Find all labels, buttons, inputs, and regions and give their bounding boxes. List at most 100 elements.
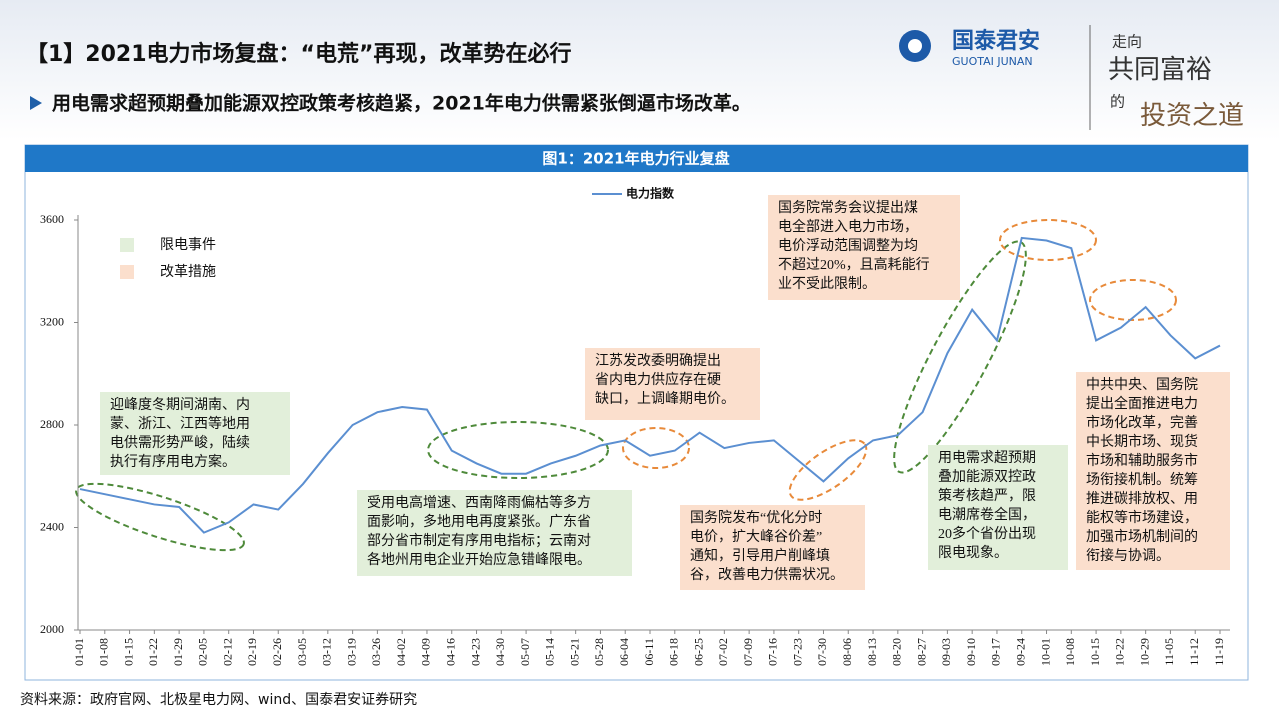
header-bg — [0, 0, 1279, 140]
x-tick-label: 02-05 — [196, 638, 210, 666]
logo-cn: 国泰君安 — [952, 28, 1040, 54]
x-tick-label: 10-01 — [1038, 638, 1052, 666]
annotation-text: 部分省市制定有序用电指标；云南对 — [367, 532, 591, 549]
event-legend-swatch — [120, 265, 134, 279]
x-tick-label: 08-27 — [914, 638, 928, 666]
annotation-text: 受用电高增速、西南降雨偏枯等多方 — [367, 494, 591, 511]
x-tick-label: 04-30 — [493, 638, 507, 666]
y-tick-label: 2800 — [40, 417, 64, 431]
annotation-text: 策考核趋严，限 — [938, 487, 1036, 504]
annotation-text: 用电需求超预期 — [938, 450, 1036, 466]
x-tick-label: 11-19 — [1212, 638, 1226, 666]
x-tick-label: 10-15 — [1088, 638, 1102, 666]
x-tick-label: 06-11 — [642, 638, 656, 666]
x-tick-label: 02-19 — [245, 638, 259, 666]
x-tick-label: 07-09 — [741, 638, 755, 666]
x-tick-label: 03-05 — [295, 638, 309, 666]
annotation-text: 国务院常务会议提出煤 — [778, 200, 918, 216]
annotation-text: 中共中央、国务院 — [1086, 377, 1198, 393]
logo-mark-inner — [908, 39, 922, 53]
highlight — [788, 439, 868, 501]
event-legend-label: 改革措施 — [160, 264, 216, 280]
x-tick-label: 06-25 — [691, 638, 705, 666]
slogan-4: 投资之道 — [1140, 101, 1244, 130]
source: 资料来源：政府官网、北极星电力网、wind、国泰君安证券研究 — [20, 692, 417, 708]
x-tick-label: 04-16 — [443, 638, 457, 666]
annotation-box — [100, 392, 290, 475]
annotation-text: 市场化改革，完善 — [1086, 414, 1198, 431]
annotation-text: 衔接与协调。 — [1086, 547, 1170, 564]
x-tick-label: 11-05 — [1162, 638, 1176, 666]
x-tick-label: 01-08 — [97, 638, 111, 666]
x-tick-label: 01-29 — [171, 638, 185, 666]
x-tick-label: 08-06 — [840, 638, 854, 666]
y-tick-label: 2400 — [40, 519, 64, 533]
x-tick-label: 04-23 — [468, 638, 482, 666]
x-tick-label: 07-30 — [815, 638, 829, 666]
event-legend-label: 限电事件 — [160, 237, 216, 253]
annotation-text: 限电现象。 — [938, 545, 1008, 561]
annotation-box — [357, 490, 632, 576]
highlight — [999, 219, 1097, 261]
x-tick-label: 02-26 — [270, 638, 284, 666]
annotation-text: 面影响，多地用电再度紧张。广东省 — [367, 513, 591, 530]
x-tick-label: 10-22 — [1113, 638, 1127, 666]
x-tick-label: 04-02 — [394, 638, 408, 666]
x-tick-label: 05-07 — [518, 638, 532, 666]
annotation-text: 电全部进入电力市场， — [778, 218, 918, 235]
annotation-text: 中长期市场、现货 — [1086, 433, 1198, 450]
annotation-text: 执行有序用电方案。 — [110, 453, 236, 470]
annotation-text: 能权等市场建设， — [1086, 509, 1198, 526]
x-tick-label: 11-12 — [1187, 638, 1201, 666]
x-tick-label: 03-12 — [320, 638, 334, 666]
event-legend-swatch — [120, 238, 134, 252]
annotation-box — [680, 505, 865, 590]
highlight — [75, 482, 245, 552]
annotation-text: 省内电力供应存在硬 — [595, 371, 721, 388]
logo-en: GUOTAI JUNAN — [952, 55, 1033, 68]
x-tick-label: 03-26 — [369, 638, 383, 666]
annotation-text: 缺口，上调峰期电价。 — [595, 391, 735, 407]
chart-title: 图1：2021年电力行业复盘 — [542, 150, 729, 168]
x-tick-label: 04-09 — [419, 638, 433, 666]
x-tick-label: 07-02 — [716, 638, 730, 666]
y-tick-label: 3600 — [40, 212, 64, 226]
x-tick-label: 10-29 — [1137, 638, 1151, 666]
chart-title-bar — [25, 145, 1248, 172]
annotation-box — [585, 348, 760, 420]
x-tick-label: 08-13 — [865, 638, 879, 666]
x-tick-label: 09-10 — [964, 638, 978, 666]
x-tick-label: 02-12 — [220, 638, 234, 666]
subtitle: 用电需求超预期叠加能源双控政策考核趋紧，2021年电力供需紧张倒逼市场改革。 — [52, 92, 751, 115]
annotation-text: 通知，引导用户削峰填 — [690, 547, 830, 564]
x-tick-label: 05-21 — [567, 638, 581, 666]
x-tick-label: 01-01 — [72, 638, 86, 666]
x-tick-label: 09-24 — [1013, 638, 1027, 666]
highlight — [1089, 279, 1177, 321]
highlight — [622, 427, 690, 469]
x-tick-label: 08-20 — [890, 638, 904, 666]
page-title: 【1】2021电力市场复盘：“电荒”再现，改革势在必行 — [26, 41, 571, 67]
x-tick-label: 07-23 — [790, 638, 804, 666]
annotation-box — [768, 195, 960, 300]
annotation-text: 电价浮动范围调整为均 — [778, 237, 918, 254]
annotation-box — [928, 445, 1068, 570]
annotation-text: 电供需形势严峻，陆续 — [110, 434, 250, 451]
annotation-text: 叠加能源双控政 — [938, 469, 1036, 485]
annotation-text: 迎峰度冬期间湖南、内 — [110, 397, 250, 413]
x-tick-label: 05-14 — [543, 638, 557, 666]
x-tick-label: 05-28 — [592, 638, 606, 666]
annotation-text: 电潮席卷全国， — [938, 506, 1036, 523]
x-tick-label: 01-15 — [121, 638, 135, 666]
highlight — [427, 421, 609, 479]
y-tick-label: 3200 — [40, 314, 64, 328]
x-tick-label: 09-03 — [939, 638, 953, 666]
annotation-text: 推进碳排放权、用 — [1086, 491, 1198, 507]
annotation-text: 业不受此限制。 — [778, 276, 876, 292]
x-tick-label: 09-17 — [989, 638, 1003, 666]
y-tick-label: 2000 — [40, 622, 64, 636]
x-tick-label: 10-08 — [1063, 638, 1077, 666]
annotation-text: 国务院发布“优化分时 — [690, 510, 822, 526]
annotation-text: 不超过20%，且高耗能行 — [778, 256, 930, 273]
